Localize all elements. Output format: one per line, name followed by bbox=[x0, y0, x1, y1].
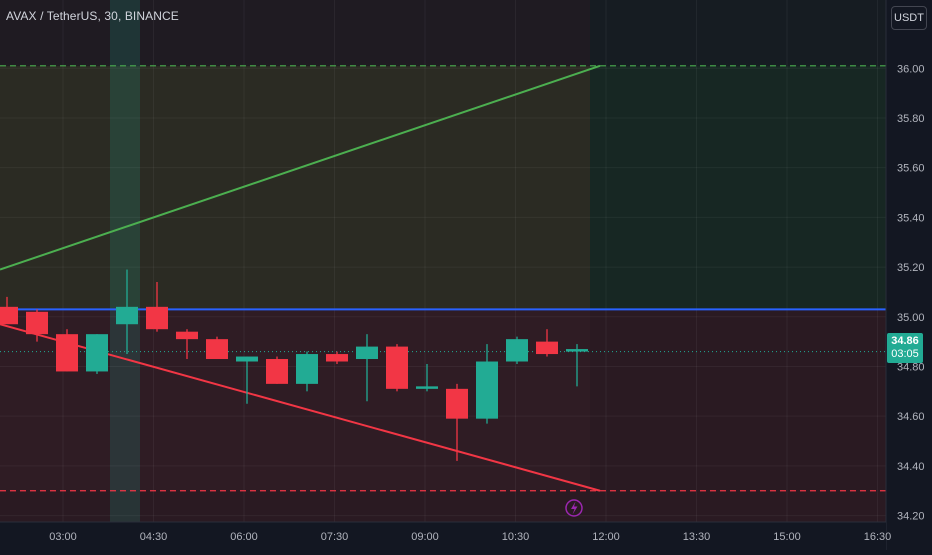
price-tick-label: 35.60 bbox=[897, 163, 925, 175]
lightning-icon[interactable] bbox=[565, 499, 583, 517]
profit-zone bbox=[0, 65, 590, 310]
price-tick-label: 34.40 bbox=[897, 461, 925, 473]
candle-up[interactable] bbox=[296, 354, 318, 384]
price-tick-label: 35.20 bbox=[897, 262, 925, 274]
candle-down[interactable] bbox=[386, 346, 408, 389]
time-tick-label: 06:00 bbox=[230, 531, 258, 543]
candle-down[interactable] bbox=[146, 306, 168, 330]
upper-zone-shade bbox=[0, 0, 590, 66]
target-trend-line bbox=[0, 64, 601, 271]
time-axis-panel bbox=[0, 522, 886, 550]
candle-down[interactable] bbox=[56, 334, 78, 372]
time-tick-label: 10:30 bbox=[502, 531, 530, 543]
time-tick-label: 16:30 bbox=[864, 531, 892, 543]
candle-up[interactable] bbox=[236, 356, 258, 362]
candle-up[interactable] bbox=[416, 386, 438, 389]
time-tick-label: 12:00 bbox=[592, 531, 620, 543]
candle-up[interactable] bbox=[116, 306, 138, 325]
price-tick-label: 35.00 bbox=[897, 312, 925, 324]
price-axis-panel bbox=[886, 0, 932, 550]
candle-down[interactable] bbox=[206, 339, 228, 360]
candle-up[interactable] bbox=[506, 339, 528, 362]
future-loss-zone bbox=[590, 309, 886, 522]
price-tick-label: 34.20 bbox=[897, 511, 925, 523]
time-tick-label: 03:00 bbox=[49, 531, 77, 543]
current-price-value: 34.86 bbox=[891, 335, 919, 347]
price-tick-label: 36.00 bbox=[897, 63, 925, 75]
bar-countdown: 03:05 bbox=[891, 348, 919, 360]
price-tick-label: 35.40 bbox=[897, 212, 925, 224]
session-highlight bbox=[110, 0, 140, 522]
time-tick-label: 09:00 bbox=[411, 531, 439, 543]
candle-up[interactable] bbox=[566, 349, 588, 352]
time-tick-label: 04:30 bbox=[140, 531, 168, 543]
price-tick-label: 34.80 bbox=[897, 361, 925, 373]
time-tick-label: 07:30 bbox=[321, 531, 349, 543]
candle-down[interactable] bbox=[326, 354, 348, 362]
candle-up[interactable] bbox=[356, 346, 378, 360]
candle-up[interactable] bbox=[86, 334, 108, 372]
lightning-bolt-shape bbox=[571, 501, 578, 515]
currency-button[interactable]: USDT bbox=[891, 6, 927, 30]
future-shade-top bbox=[590, 0, 886, 66]
candle-down[interactable] bbox=[0, 306, 18, 325]
candle-up[interactable] bbox=[476, 361, 498, 419]
candle-down[interactable] bbox=[446, 388, 468, 419]
current-price-label: 34.86 03:05 bbox=[887, 333, 923, 363]
candle-down[interactable] bbox=[26, 311, 48, 335]
time-tick-label: 15:00 bbox=[773, 531, 801, 543]
time-tick-label: 13:30 bbox=[683, 531, 711, 543]
price-tick-label: 34.60 bbox=[897, 411, 925, 423]
lower-zone-shade bbox=[0, 490, 590, 522]
price-tick-label: 35.80 bbox=[897, 113, 925, 125]
chart-title: AVAX / TetherUS, 30, BINANCE bbox=[6, 9, 179, 23]
candle-down[interactable] bbox=[266, 359, 288, 384]
candle-down[interactable] bbox=[536, 341, 558, 355]
candle-down[interactable] bbox=[176, 331, 198, 340]
future-profit-zone bbox=[590, 65, 886, 310]
